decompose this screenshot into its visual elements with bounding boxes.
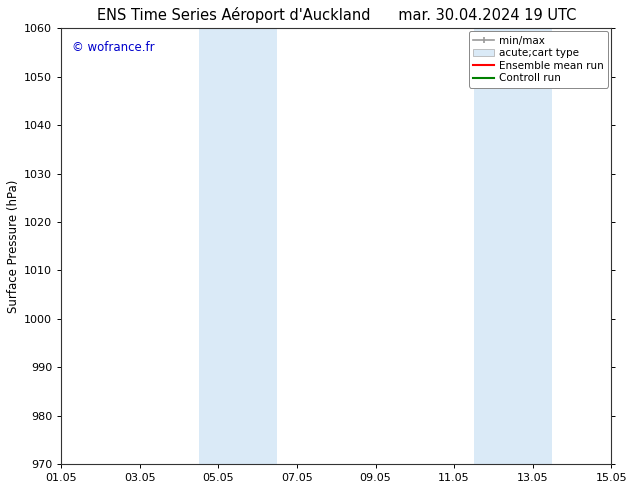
Text: © wofrance.fr: © wofrance.fr [72, 41, 155, 54]
Bar [198, 28, 277, 464]
Title: ENS Time Series Aéroport d'Auckland      mar. 30.04.2024 19 UTC: ENS Time Series Aéroport d'Auckland mar.… [96, 7, 576, 23]
Y-axis label: Surface Pressure (hPa): Surface Pressure (hPa) [7, 179, 20, 313]
Legend: min/max, acute;cart type, Ensemble mean run, Controll run: min/max, acute;cart type, Ensemble mean … [469, 31, 608, 88]
Bar [474, 28, 552, 464]
